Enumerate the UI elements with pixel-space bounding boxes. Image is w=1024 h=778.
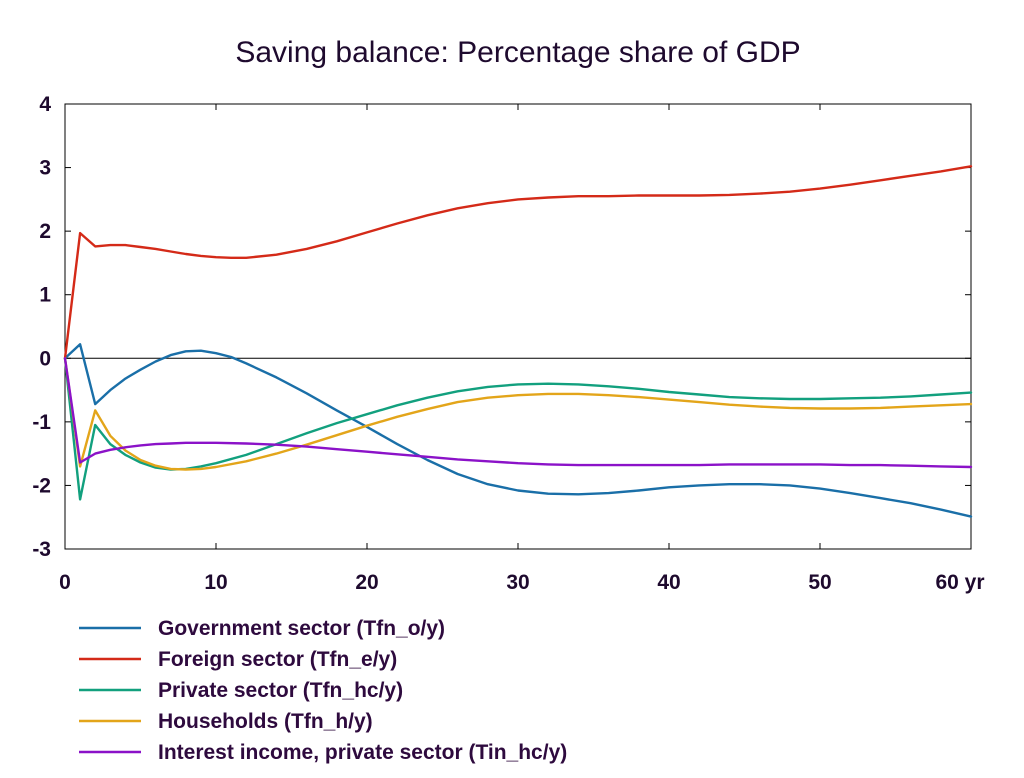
chart-title: Saving balance: Percentage share of GDP xyxy=(235,36,800,69)
x-tick-label: 30 xyxy=(506,571,529,594)
legend-label: Interest income, private sector (Tin_hc/… xyxy=(158,741,567,764)
series-line-1 xyxy=(63,343,973,518)
y-tick-label: 1 xyxy=(39,284,51,307)
legend: Government sector (Tfn_o/y) Foreign secto… xyxy=(79,617,567,764)
x-tick-label: 40 xyxy=(657,571,680,594)
y-tick-label: 3 xyxy=(39,157,51,180)
series-lines xyxy=(63,165,973,518)
y-tick-label: 4 xyxy=(39,93,51,116)
x-tick-label: 20 xyxy=(355,571,378,594)
series-line-2 xyxy=(63,165,973,360)
legend-label: Private sector (Tfn_hc/y) xyxy=(158,679,403,702)
x-tick-label: 10 xyxy=(204,571,227,594)
y-tick-label: -1 xyxy=(32,411,51,434)
x-tick-label: 60 yr xyxy=(935,571,984,594)
legend-label: Government sector (Tfn_o/y) xyxy=(158,617,445,640)
series-line-4 xyxy=(63,357,973,471)
y-tick-label: -3 xyxy=(32,538,51,561)
legend-label: Households (Tfn_h/y) xyxy=(158,710,373,733)
x-tick-label: 50 xyxy=(808,571,831,594)
y-tick-label: 0 xyxy=(39,347,51,370)
series-line-3 xyxy=(63,357,973,501)
plot-frame xyxy=(64,103,972,550)
y-tick-label: -2 xyxy=(32,474,51,497)
x-tick-label: 0 xyxy=(59,571,71,594)
legend-label: Foreign sector (Tfn_e/y) xyxy=(158,648,397,671)
series-line-5 xyxy=(63,357,973,469)
y-tick-label: 2 xyxy=(39,220,51,243)
